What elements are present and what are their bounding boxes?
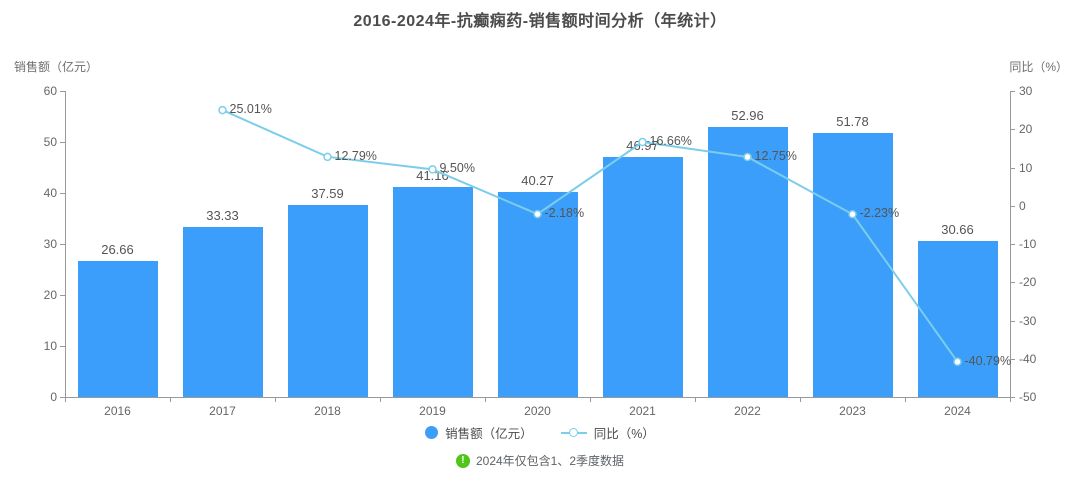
legend-sales-label: 销售额（亿元）	[445, 427, 533, 441]
yoy-value-label-2020: -2.18%	[544, 206, 585, 221]
x-tick-label-2024: 2024	[944, 404, 971, 418]
x-tick-label-2016: 2016	[104, 404, 131, 418]
left-axis-tick	[60, 142, 65, 143]
bar-2016[interactable]	[77, 261, 158, 397]
bar-value-label-2024: 30.66	[941, 221, 974, 237]
y-tick-label-right: 30	[1019, 84, 1033, 98]
right-axis-name: 同比（%）	[1009, 60, 1068, 74]
y-tick-label-right: -40	[1019, 351, 1037, 366]
yoy-legend-line-icon	[560, 428, 587, 437]
yoy-value-label-2017: 25.01%	[229, 102, 272, 117]
x-tick-label-2021: 2021	[629, 404, 656, 418]
sales-legend-dot-icon	[425, 426, 439, 439]
footnote: ! 2024年仅包含1、2季度数据	[0, 452, 1080, 469]
left-axis-tick	[60, 244, 65, 245]
bar-2021[interactable]	[602, 157, 683, 397]
left-axis-name: 销售额（亿元）	[14, 60, 99, 74]
info-icon: !	[455, 453, 470, 468]
y-tick-label-right: -20	[1019, 275, 1037, 290]
bar-value-label-2017: 33.33	[206, 208, 239, 224]
left-axis-tick	[60, 346, 65, 347]
left-axis-line	[65, 91, 66, 397]
right-axis-tick	[1010, 320, 1015, 322]
right-axis-tick	[1010, 358, 1015, 360]
left-axis-tick	[60, 193, 65, 194]
y-tick-label-right: 0	[1019, 198, 1026, 213]
x-axis-tick	[905, 397, 906, 402]
bar-value-label-2020: 40.27	[521, 172, 554, 188]
yoy-marker-2019[interactable]	[428, 165, 437, 174]
y-tick-label-left: 60	[43, 84, 57, 98]
x-tick-label-2022: 2022	[734, 404, 761, 418]
y-tick-label-left: 50	[43, 135, 57, 149]
right-axis-tick	[1010, 205, 1015, 207]
x-axis-tick	[380, 397, 381, 402]
yoy-value-label-2018: 12.79%	[334, 148, 377, 163]
right-axis-tick	[1010, 167, 1015, 169]
yoy-marker-2023[interactable]	[848, 210, 857, 219]
right-axis-tick	[1010, 282, 1015, 284]
yoy-value-label-2024: -40.79%	[964, 353, 1012, 368]
yoy-marker-2017[interactable]	[218, 105, 227, 115]
legend: 销售额（亿元） 同比（%）	[0, 423, 1080, 442]
yoy-value-label-2022: 12.75%	[754, 148, 797, 163]
yoy-marker-2021[interactable]	[638, 137, 647, 147]
y-tick-label-left: 30	[43, 237, 57, 251]
y-tick-label-right: -50	[1019, 390, 1037, 404]
right-axis-tick	[1010, 244, 1015, 245]
y-tick-label-left: 10	[43, 339, 57, 353]
y-tick-label-left: 40	[43, 186, 57, 200]
y-tick-label-right: -10	[1019, 237, 1037, 251]
yoy-value-label-2019: 9.50%	[439, 161, 475, 176]
bar-2022[interactable]	[707, 126, 788, 397]
bar-value-label-2018: 37.59	[311, 186, 344, 202]
bar-2019[interactable]	[392, 187, 473, 397]
right-axis-tick	[1010, 397, 1015, 398]
x-tick-label-2018: 2018	[314, 404, 341, 418]
y-tick-label-left: 20	[43, 288, 57, 302]
bar-2020[interactable]	[497, 191, 578, 397]
yoy-value-label-2021: 16.66%	[649, 134, 692, 149]
bar-value-label-2023: 51.78	[836, 113, 869, 129]
y-tick-label-right: -30	[1019, 313, 1037, 328]
y-tick-label-right: 10	[1019, 160, 1033, 175]
bar-2023[interactable]	[812, 132, 893, 397]
x-axis-line	[65, 397, 1011, 398]
bar-value-label-2016: 26.66	[101, 242, 134, 258]
legend-yoy-label: 同比（%）	[593, 427, 655, 441]
x-axis-tick	[170, 397, 171, 402]
x-axis-tick	[65, 397, 66, 402]
x-axis-tick	[800, 397, 801, 402]
y-tick-label-right: 20	[1019, 122, 1033, 137]
bar-2018[interactable]	[287, 205, 368, 397]
bar-2024[interactable]	[917, 240, 998, 397]
x-axis-tick	[590, 397, 591, 402]
legend-item-sales[interactable]: 销售额（亿元）	[425, 423, 533, 442]
x-tick-label-2017: 2017	[209, 404, 236, 418]
left-axis-tick	[60, 295, 65, 296]
x-axis-tick	[485, 397, 486, 402]
right-axis-tick	[1010, 129, 1015, 131]
x-tick-label-2020: 2020	[524, 404, 551, 418]
bar-value-label-2022: 52.96	[731, 107, 764, 123]
legend-item-yoy[interactable]: 同比（%）	[560, 423, 655, 442]
left-axis-tick	[60, 397, 65, 398]
y-tick-label-left: 0	[50, 390, 57, 404]
x-tick-label-2019: 2019	[419, 404, 446, 418]
x-axis-tick	[275, 397, 276, 402]
x-tick-label-2023: 2023	[839, 404, 866, 418]
yoy-value-label-2023: -2.23%	[859, 206, 900, 221]
x-axis-tick	[1010, 397, 1011, 402]
yoy-marker-2022[interactable]	[743, 152, 752, 162]
yoy-marker-2018[interactable]	[323, 152, 332, 162]
yoy-marker-2020[interactable]	[533, 209, 542, 219]
left-axis-tick	[60, 91, 65, 92]
footnote-text: 2024年仅包含1、2季度数据	[475, 454, 625, 468]
bar-2017[interactable]	[182, 227, 263, 397]
chart-title: 2016-2024年-抗癫痫药-销售额时间分析（年统计）	[353, 13, 727, 30]
right-axis-tick	[1010, 91, 1015, 92]
yoy-marker-2024[interactable]	[953, 357, 962, 367]
x-axis-tick	[695, 397, 696, 402]
